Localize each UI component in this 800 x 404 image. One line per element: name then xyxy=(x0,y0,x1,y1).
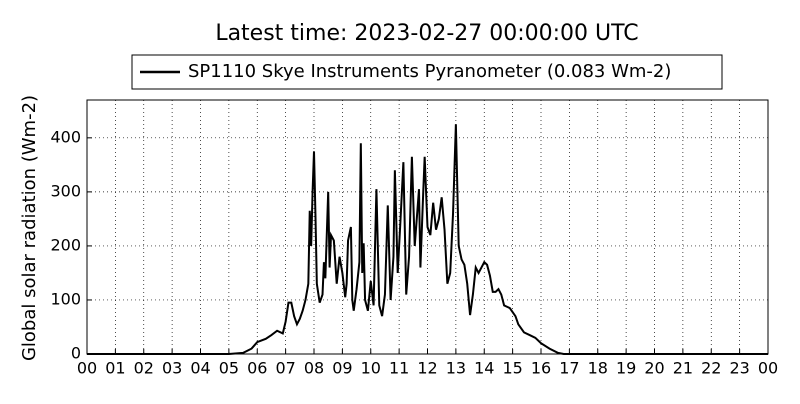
x-tick-label: 19 xyxy=(616,359,636,378)
x-tick-label: 15 xyxy=(502,359,522,378)
x-tick-label: 04 xyxy=(190,359,210,378)
chart-title: Latest time: 2023-02-27 00:00:00 UTC xyxy=(215,21,638,46)
y-tick-label: 300 xyxy=(50,181,81,200)
x-tick-label: 22 xyxy=(701,359,721,378)
x-tick-label: 17 xyxy=(559,359,579,378)
x-tick-label: 12 xyxy=(417,359,437,378)
x-tick-label: 06 xyxy=(247,359,267,378)
y-tick-label: 100 xyxy=(50,289,81,308)
x-tick-label: 20 xyxy=(644,359,664,378)
x-tick-label: 13 xyxy=(446,359,466,378)
legend-label: SP1110 Skye Instruments Pyranometer (0.0… xyxy=(188,61,671,82)
y-tick-label: 400 xyxy=(50,127,81,146)
x-tick-label: 00 xyxy=(77,359,97,378)
x-tick-label: 05 xyxy=(219,359,239,378)
x-tick-label: 16 xyxy=(531,359,551,378)
x-tick-label: 03 xyxy=(162,359,182,378)
x-tick-label: 01 xyxy=(105,359,125,378)
x-tick-label: 21 xyxy=(673,359,693,378)
x-tick-label: 07 xyxy=(275,359,295,378)
x-tick-label: 18 xyxy=(588,359,608,378)
x-tick-label: 11 xyxy=(389,359,409,378)
x-tick-label: 09 xyxy=(332,359,352,378)
x-tick-label: 08 xyxy=(304,359,324,378)
x-tick-label: 14 xyxy=(474,359,494,378)
y-axis-label: Global solar radiation (Wm-2) xyxy=(19,95,40,361)
data-line xyxy=(87,124,768,355)
plot-frame xyxy=(86,99,769,355)
x-tick-label: 10 xyxy=(361,359,381,378)
x-tick-label: 23 xyxy=(729,359,749,378)
x-tick-label: 00 xyxy=(758,359,778,378)
y-tick-label: 200 xyxy=(50,235,81,254)
legend-box xyxy=(131,54,723,90)
x-tick-label: 02 xyxy=(134,359,154,378)
y-tick-label: 0 xyxy=(71,344,81,363)
